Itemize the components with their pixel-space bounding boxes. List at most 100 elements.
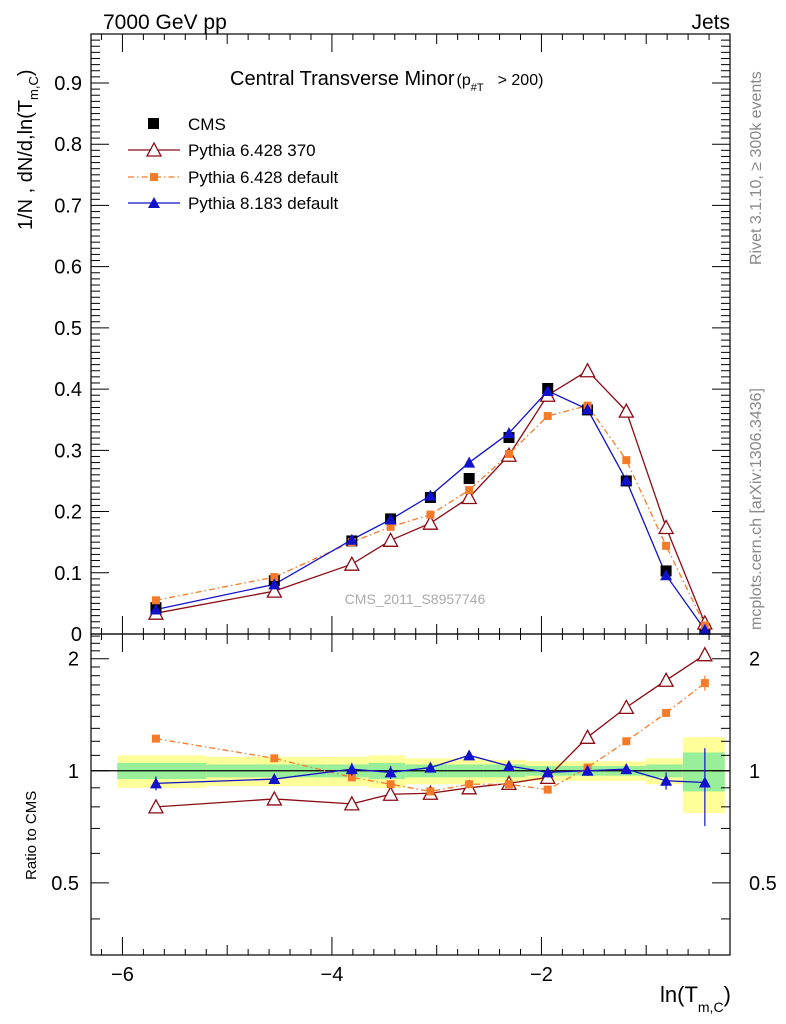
chart-title-cut-sub: #T [471,82,484,94]
legend-entry-pythia6-370: Pythia 6.428 370 [128,141,316,160]
ratio-point [698,776,711,788]
main-frame [90,33,731,635]
legend-label-cms: CMS [188,115,226,134]
data-point [343,555,360,571]
data-point [422,514,439,530]
data-point [426,510,435,519]
ratio-point [658,671,675,687]
header-process: Jets [691,11,730,34]
legend-label-pythia6-370: Pythia 6.428 370 [188,141,316,160]
ratio-point [541,766,554,778]
x-tick-label: −6 [111,964,134,986]
y-tick-label-right: 1 [749,761,760,783]
data-point [658,519,675,535]
ratio-point [345,763,358,775]
x-axis-label-text: ln(T [660,982,698,1007]
mcplots-label: mcplots.cern.ch [arXiv:1306.3436] [748,388,765,630]
ratio-point [151,734,160,743]
data-point [622,456,631,465]
ratio-point [424,761,437,773]
ratio-point [543,785,552,794]
ratio-y-axis-label: Ratio to CMS [23,791,40,880]
data-point [386,522,395,531]
ratio-point [579,728,596,744]
ratio-point [382,785,399,801]
data-point [579,362,596,378]
ratio-point [347,773,356,782]
x-axis-label: ln(Tm,C) [660,982,731,1015]
series-line [155,404,706,626]
ratio-point [343,795,360,811]
ratio-series-line [155,654,706,808]
rivet-version-label: Rivet 3.1.10, ≥ 300k events [748,71,765,265]
y-tick-label: 0.2 [54,502,82,524]
data-point [660,569,673,581]
legend-entry-cms: CMS [148,115,226,134]
y-tick-label: 0 [71,624,82,646]
y-tick-label: 0.6 [54,257,82,279]
legend-label-pythia6-default: Pythia 6.428 default [188,168,339,187]
y-tick-label: 0.5 [51,873,79,895]
ratio-point [662,708,671,717]
y-tick-label: 0.3 [54,440,82,462]
chart-title-cut-tail: > 200) [498,72,544,89]
data-point [541,384,554,396]
data-point [270,573,279,582]
ratio-point [268,773,281,785]
legend-label-pythia8: Pythia 8.183 default [188,194,339,213]
x-tick-label: −4 [321,964,344,986]
y-tick-label-right: 2 [749,649,760,671]
ratio-point [266,790,283,806]
data-point [698,623,711,635]
ratio-point [696,646,713,662]
y-tick-label: 0.4 [54,379,82,401]
ratio-series-line [155,682,706,793]
ratio-point [502,759,515,771]
ratio-point [581,764,594,776]
ratio-point [384,766,397,778]
data-point [382,531,399,547]
data-point [543,412,552,421]
ratio-panel: −6 −4 −2 0.5 0.5 1 1 2 2 [51,633,777,986]
y-tick-label: 0.9 [54,73,82,95]
data-point [345,533,358,545]
data-point [463,456,476,468]
ratio-point [426,787,435,796]
ratio-point [149,777,162,789]
header-energy: 7000 GeV pp [103,11,227,34]
data-point [461,489,478,505]
y-tick-label: 0.8 [54,134,82,156]
ratio-point [620,763,633,775]
ratio-point [618,699,635,715]
main-y-axis-label-text: 1/N , dN/d,ln(T [15,100,37,230]
ratio-point [700,679,709,688]
legend-marker-pythia6-370 [145,141,163,157]
ratio-point [270,754,279,763]
main-y-axis-label-tail: ) [15,69,37,76]
ratio-frame [90,633,731,956]
ratio-point [463,749,476,761]
y-tick-label: 1 [68,761,79,783]
y-tick-label: 0.7 [54,195,82,217]
data-point [384,513,397,525]
main-y-axis-label-sub: m,C [26,76,41,100]
data-point [149,603,162,615]
chart-title-main: Central Transverse Minor [230,68,455,90]
ratio-point [465,780,474,789]
series-line [155,390,706,631]
data-point [266,582,283,598]
data-point [504,450,513,458]
ratio-point [147,798,165,814]
ratio-point [504,780,513,789]
analysis-watermark: CMS_2011_S8957746 [345,591,486,607]
x-tick-label: −2 [530,964,553,986]
legend-entry-pythia8: Pythia 8.183 default [128,194,339,213]
data-point [620,474,633,486]
data-point [618,402,635,418]
y-tick-label-right: 0.5 [749,873,777,895]
data-point [424,489,437,501]
data-point [662,541,671,550]
chart-title-cut: (p [457,72,471,89]
ratio-point [386,780,395,789]
